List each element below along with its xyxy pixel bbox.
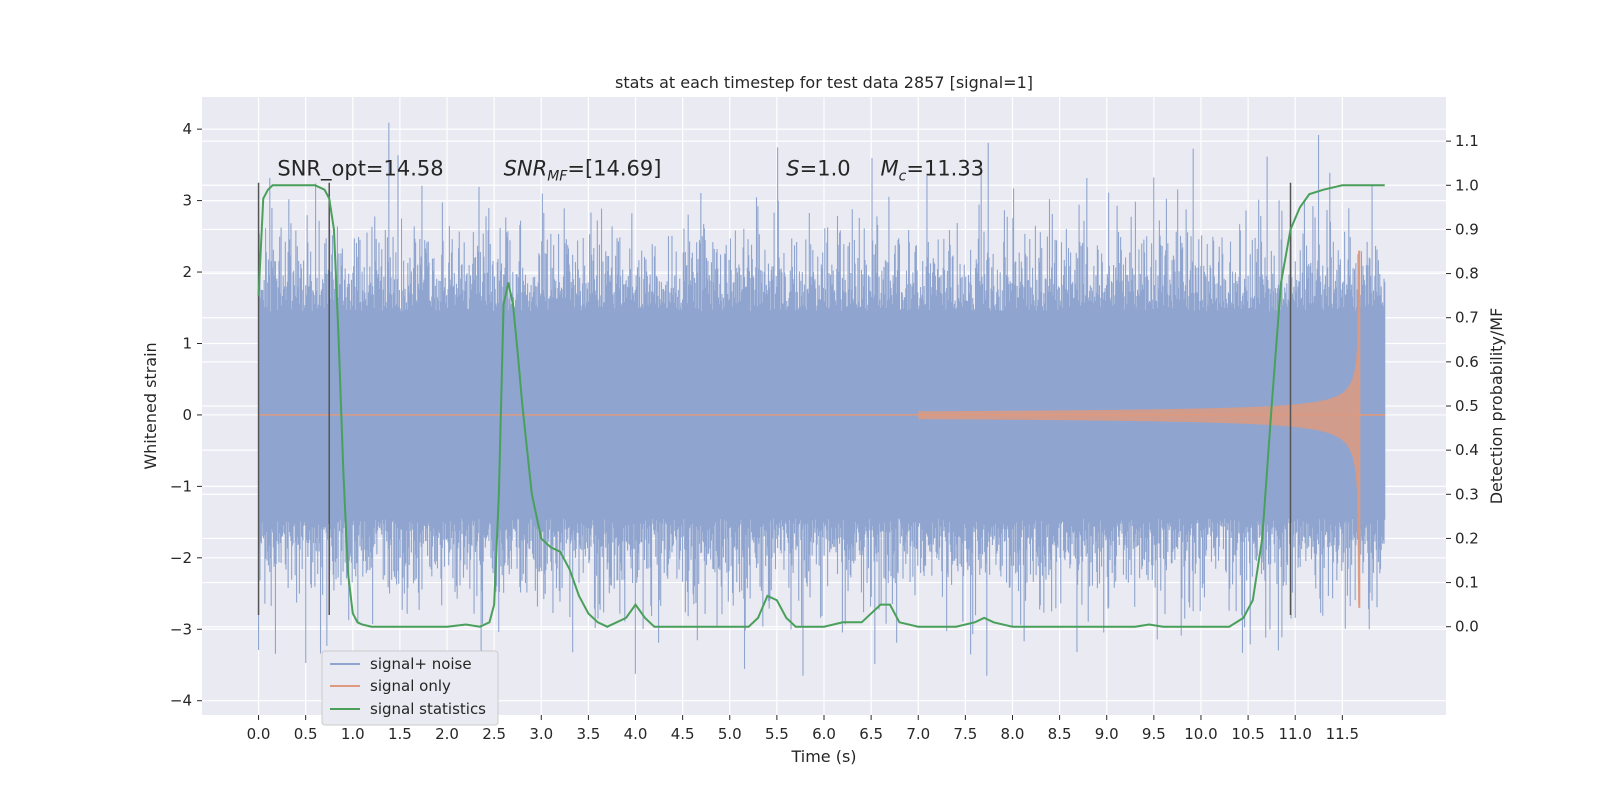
annotation: SNRMF=[14.69] — [504, 157, 662, 185]
y-axis-right: 1.1 1.0 0.9 0.8 0.7 0.6 0.5 0.4 0.3 0.2 0.1 0.0 — [1446, 132, 1479, 636]
x-axis-label: Time (s) — [790, 747, 856, 766]
legend-box — [321, 650, 499, 726]
y-left-tick-label: 4 — [182, 120, 192, 138]
x-tick-label: 7.5 — [953, 725, 977, 743]
x-tick-label: 0.5 — [294, 725, 318, 743]
x-tick-label: 11.5 — [1326, 725, 1359, 743]
legend-label-signal: signal only — [370, 677, 451, 695]
legend-label-noise: signal+ noise — [370, 655, 472, 673]
y-axis-right-label: Detection probability/MF — [1487, 308, 1506, 505]
x-tick-label: 4.0 — [624, 725, 648, 743]
x-tick-label: 1.5 — [388, 725, 412, 743]
x-tick-label: 6.0 — [812, 725, 836, 743]
vertical-markers — [257, 182, 1292, 615]
annotations: SNR_opt=14.58 SNRMF=[14.69] S=1.0 Mc=11.33 — [277, 157, 984, 185]
y-right-tick-label: 0.7 — [1455, 309, 1479, 327]
legend-label-stats: signal statistics — [370, 700, 486, 718]
y-left-tick-label: −3 — [170, 620, 192, 638]
y-left-tick-label: 2 — [182, 263, 192, 281]
x-tick-label: 0.0 — [247, 725, 271, 743]
y-right-tick-label: 0.1 — [1455, 574, 1479, 592]
y-axis-left-label: Whitened strain — [141, 342, 160, 469]
x-tick-label: 9.5 — [1142, 725, 1166, 743]
y-right-tick-label: 0.2 — [1455, 529, 1479, 547]
y-axis-left: 4 3 2 1 0 −1 −2 −3 −4 — [170, 120, 202, 710]
x-tick-label: 10.5 — [1231, 725, 1264, 743]
legend: signal+ noise signal only signal statist… — [321, 650, 499, 726]
x-tick-label: 11.0 — [1279, 725, 1312, 743]
chart-title: stats at each timestep for test data 285… — [615, 73, 1033, 92]
y-right-tick-label: 0.8 — [1455, 265, 1479, 283]
x-tick-label: 2.0 — [435, 725, 459, 743]
y-right-tick-label: 0.3 — [1455, 485, 1479, 503]
signal-series — [258, 250, 1385, 608]
y-left-tick-label: −4 — [170, 692, 192, 710]
y-left-tick-label: −2 — [170, 549, 192, 567]
y-right-tick-label: 1.1 — [1455, 132, 1479, 150]
annotation: Mc=11.33 — [881, 157, 985, 185]
y-left-tick-label: −1 — [170, 477, 192, 495]
x-tick-label: 8.0 — [1001, 725, 1025, 743]
statistics-series — [257, 184, 1385, 628]
x-tick-label: 1.0 — [341, 725, 365, 743]
x-tick-label: 10.0 — [1184, 725, 1217, 743]
x-tick-label: 4.5 — [671, 725, 695, 743]
y-left-tick-label: 3 — [182, 192, 192, 210]
y-right-tick-label: 0.6 — [1455, 353, 1479, 371]
x-tick-label: 2.5 — [482, 725, 506, 743]
x-tick-label: 6.5 — [859, 725, 883, 743]
x-tick-label: 5.5 — [765, 725, 789, 743]
statistics-line — [257, 184, 1385, 628]
y-right-tick-label: 1.0 — [1455, 176, 1479, 194]
x-tick-label: 9.0 — [1095, 725, 1119, 743]
x-tick-label: 3.0 — [529, 725, 553, 743]
y-right-tick-label: 0.5 — [1455, 397, 1479, 415]
x-tick-label: 7.0 — [906, 725, 930, 743]
annotation: S=1.0 — [786, 157, 850, 181]
annotation: SNR_opt=14.58 — [277, 157, 443, 182]
y-right-tick-label: 0.4 — [1455, 441, 1479, 459]
x-axis: 0.0 0.5 1.0 1.5 2.0 2.5 3.0 3.5 4.0 4.5 5.0 5.5 6.0 6… — [247, 715, 1359, 743]
x-tick-label: 8.5 — [1048, 725, 1072, 743]
x-tick-label: 3.5 — [576, 725, 600, 743]
y-left-tick-label: 0 — [182, 406, 192, 424]
y-right-tick-label: 0.9 — [1455, 220, 1479, 238]
y-right-tick-label: 0.0 — [1455, 618, 1479, 636]
x-tick-label: 5.0 — [718, 725, 742, 743]
y-left-tick-label: 1 — [182, 334, 192, 352]
